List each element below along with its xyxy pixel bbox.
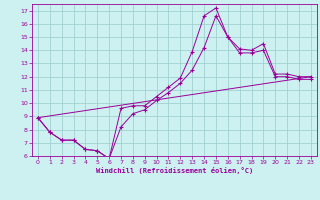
X-axis label: Windchill (Refroidissement éolien,°C): Windchill (Refroidissement éolien,°C): [96, 167, 253, 174]
